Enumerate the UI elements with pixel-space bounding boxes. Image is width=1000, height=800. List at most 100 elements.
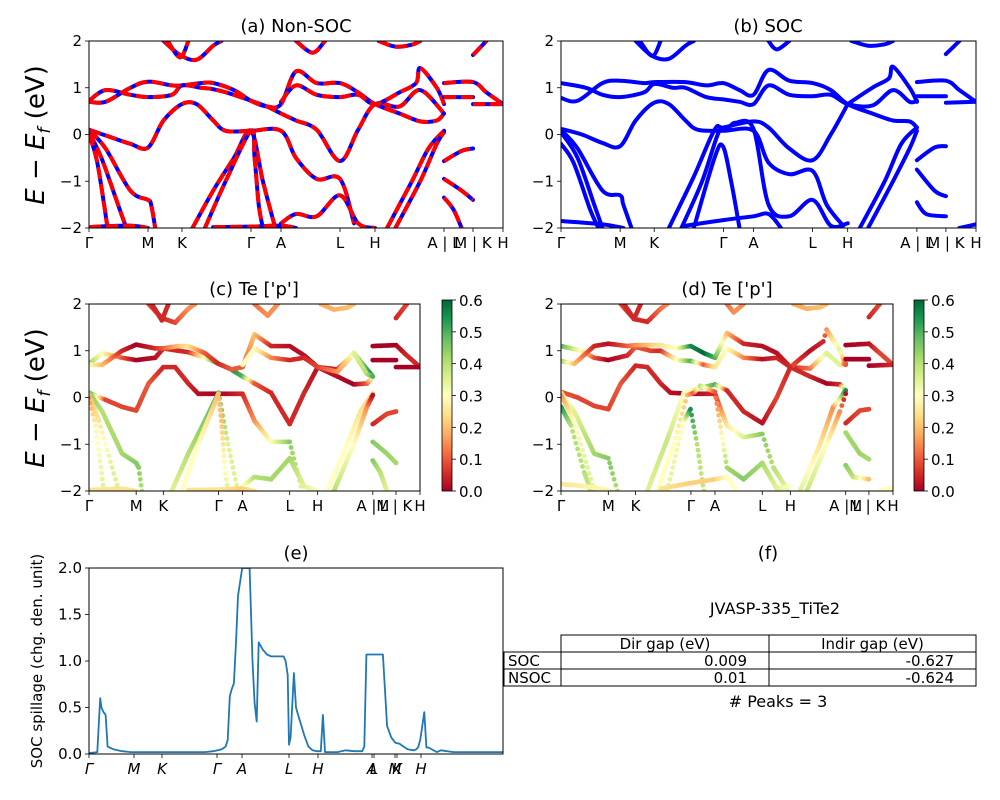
y-tick-label: 0 bbox=[544, 389, 554, 407]
x-tick-label: Γ bbox=[85, 497, 94, 515]
x-tick-label: M bbox=[142, 234, 155, 252]
x-tick-label: H bbox=[312, 760, 323, 778]
x-tick-label: M bbox=[128, 760, 141, 778]
y-tick-label: −2 bbox=[532, 219, 554, 237]
band-point bbox=[138, 482, 144, 488]
band-point bbox=[769, 459, 774, 465]
x-tick-label: Γ bbox=[687, 497, 696, 515]
band-point bbox=[580, 447, 585, 453]
band-point bbox=[837, 409, 843, 414]
band-scatter-band25 bbox=[658, 474, 740, 491]
band-point bbox=[843, 362, 849, 368]
band-scatter-band14 bbox=[843, 430, 872, 462]
x-tick-label: M bbox=[130, 497, 143, 515]
band-scatter-band24 bbox=[561, 481, 614, 491]
band-line-band12 bbox=[866, 128, 919, 228]
band-point bbox=[723, 459, 729, 465]
band-scatter-band21 bbox=[252, 304, 281, 319]
x-tick-label: M bbox=[602, 497, 615, 515]
band-point bbox=[93, 423, 98, 428]
ylabel-sub: f bbox=[35, 388, 55, 397]
band-point bbox=[716, 412, 722, 418]
band-point bbox=[688, 406, 693, 412]
band-point bbox=[89, 395, 92, 400]
x-tick-label: H bbox=[312, 497, 323, 515]
colorbar-tick-label: 0.3 bbox=[931, 388, 955, 406]
band-point bbox=[692, 430, 698, 435]
y-tick-label: −2 bbox=[60, 219, 82, 237]
band-scatter-band22 bbox=[318, 304, 357, 312]
band-point bbox=[221, 459, 227, 465]
x-tick-label: Γ bbox=[85, 760, 95, 778]
band-point bbox=[220, 436, 226, 441]
band-point bbox=[573, 440, 579, 446]
band-point bbox=[765, 448, 771, 454]
band-point bbox=[220, 441, 226, 447]
material-id: JVASP-335_TiTe2 bbox=[709, 599, 840, 619]
band-point bbox=[100, 482, 106, 488]
band-point bbox=[351, 304, 357, 307]
x-tick-label: L bbox=[808, 234, 817, 252]
y-tick-label: 0.0 bbox=[58, 745, 82, 763]
band-line-band16 bbox=[914, 78, 976, 104]
band-scatter-band6 bbox=[89, 392, 122, 491]
band-point bbox=[252, 488, 257, 491]
bands-b bbox=[561, 41, 976, 228]
band-point bbox=[683, 398, 688, 404]
axes-frame-a bbox=[88, 40, 504, 229]
x-tick-label: L bbox=[336, 234, 345, 252]
band-point bbox=[97, 458, 103, 464]
band-point bbox=[673, 435, 678, 441]
x-tick-label: L | K bbox=[853, 497, 887, 515]
band-point bbox=[98, 464, 104, 470]
table-row-label: SOC bbox=[508, 652, 540, 670]
band-point bbox=[678, 430, 684, 435]
table-row: SOC 0.009 -0.627 bbox=[503, 651, 977, 670]
band-point bbox=[224, 482, 230, 488]
band-point bbox=[866, 356, 872, 362]
table-row-label: NSOC bbox=[508, 669, 551, 687]
band-point bbox=[712, 389, 718, 395]
band-line-band1 bbox=[561, 81, 919, 109]
bands-c bbox=[89, 304, 420, 491]
band-point bbox=[103, 441, 108, 447]
colorbar-tick-label: 0.2 bbox=[459, 419, 483, 437]
band-scatter-band7 bbox=[89, 395, 107, 491]
band-point bbox=[581, 453, 587, 459]
band-scatter-band20 bbox=[621, 304, 644, 322]
band-point bbox=[568, 423, 574, 428]
band-point bbox=[89, 400, 93, 406]
band-point bbox=[822, 333, 828, 338]
band-point bbox=[679, 411, 685, 416]
x-tick-label: H bbox=[887, 497, 898, 515]
band-point bbox=[690, 418, 696, 424]
band-line-band3-nonsoc bbox=[279, 66, 446, 107]
band-point bbox=[674, 429, 680, 435]
x-tick-label: Γ bbox=[214, 497, 223, 515]
band-point bbox=[234, 482, 240, 488]
band-line-band16-soc bbox=[442, 79, 503, 107]
band-point bbox=[767, 454, 773, 459]
colorbar-d-gradient bbox=[913, 299, 925, 492]
band-point bbox=[570, 429, 575, 434]
band-line-band15 bbox=[914, 200, 948, 219]
y-tick-label: −1 bbox=[532, 435, 554, 453]
band-point bbox=[315, 488, 321, 491]
band-point bbox=[720, 441, 726, 447]
band-point bbox=[664, 304, 670, 307]
band-point bbox=[673, 453, 678, 459]
band-line-band14 bbox=[914, 167, 948, 199]
spillage-line bbox=[89, 568, 503, 754]
band-line-band4 bbox=[561, 99, 846, 228]
band-line-band25 bbox=[683, 211, 783, 228]
band-point bbox=[675, 441, 681, 447]
x-tick-label: L bbox=[370, 760, 378, 778]
x-tick-label: M bbox=[389, 760, 402, 778]
band-point bbox=[96, 418, 102, 424]
band-point bbox=[370, 374, 376, 379]
band-line-band10-nonsoc bbox=[279, 193, 376, 228]
band-point bbox=[113, 476, 118, 482]
band-point bbox=[701, 488, 707, 491]
